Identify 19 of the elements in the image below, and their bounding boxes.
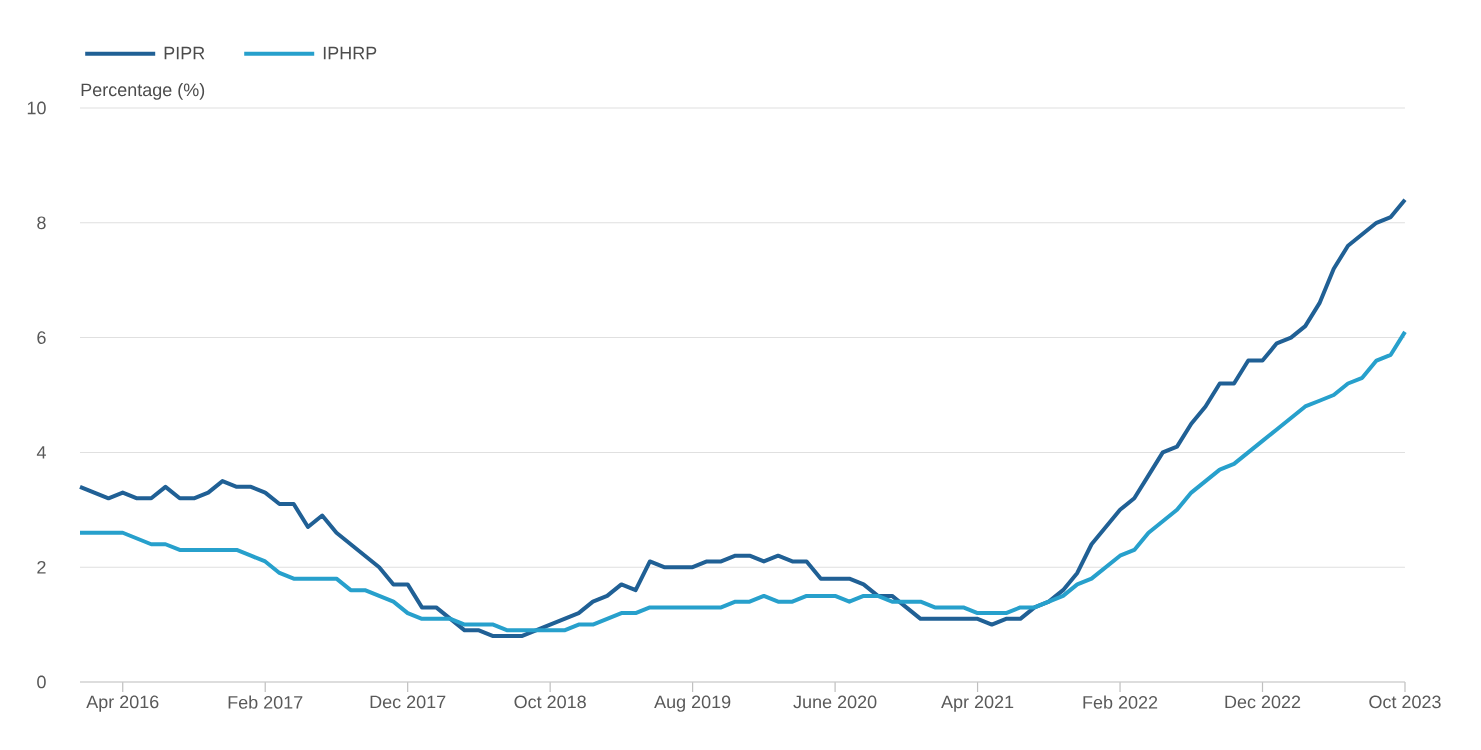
x-tick-label: Feb 2017 (228, 695, 303, 709)
x-tick-label: Feb 2022 (1083, 695, 1158, 709)
x-tick-label: Apr 2016 (86, 695, 159, 712)
y-tick-label: 6 (37, 331, 46, 344)
x-tick-label: Dec 2017 (370, 695, 446, 709)
y-tick-label: 10 (27, 101, 46, 115)
x-tick-label: Apr 2021 (941, 695, 1014, 712)
y-tick-label: 0 (37, 675, 46, 689)
x-tick-label: June 2020 (793, 695, 877, 709)
x-tick-label: Aug 2019 (654, 695, 731, 712)
y-tick-label: 4 (36, 446, 46, 459)
legend-label: PIPR (164, 46, 205, 60)
y-tick-label: 2 (37, 560, 46, 574)
x-tick-label: Oct 2023 (1369, 695, 1441, 709)
legend-label: IPHRP (323, 46, 377, 60)
y-axis-title: Percentage (%) (81, 83, 205, 100)
y-tick-label: 8 (37, 216, 46, 230)
x-tick-label: Oct 2018 (514, 695, 586, 709)
x-tick-label: Dec 2022 (1225, 695, 1301, 709)
